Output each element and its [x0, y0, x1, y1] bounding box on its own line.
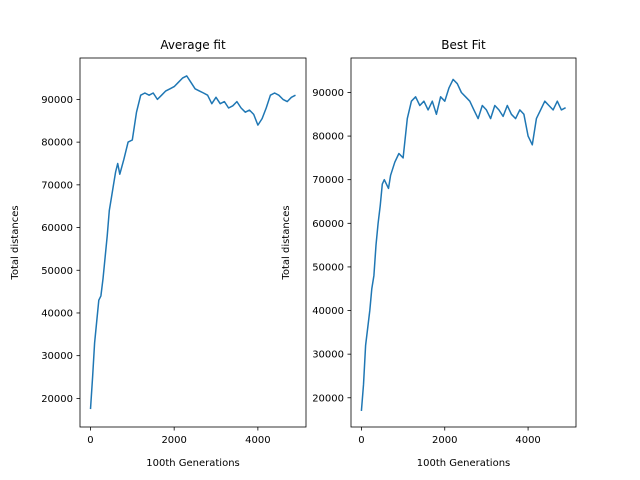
y-tick-label: 90000: [312, 88, 344, 99]
x-tick-label: 2000: [432, 435, 457, 446]
chart-panel-average-fit: 0 2000 4000 20000 30000 40000 50000 60000 70000 8…: [10, 38, 307, 469]
plot-frame: [79, 57, 307, 428]
x-tick-label: 0: [87, 435, 93, 446]
y-axis-label: Total distances: [10, 205, 21, 280]
series-line: [360, 78, 566, 411]
y-tick-label: 20000: [312, 393, 344, 404]
chart-title: Average fit: [160, 38, 226, 52]
x-tick-label: 2000: [161, 435, 186, 446]
chart-panel-best-fit: 0 2000 4000 20000 30000 40000 50000 60000 70000 8…: [281, 38, 577, 469]
y-tick-label: 60000: [312, 219, 344, 230]
x-axis-label: 100th Generations: [146, 458, 240, 469]
chart-title: Best Fit: [441, 38, 486, 52]
x-tick-label: 4000: [515, 435, 540, 446]
series-line: [89, 75, 296, 410]
x-axis-label: 100th Generations: [417, 458, 511, 469]
x-tick-label: 4000: [245, 435, 270, 446]
y-tick-label: 40000: [41, 308, 73, 319]
y-tick-label: 70000: [41, 180, 73, 191]
y-tick-label: 60000: [41, 223, 73, 234]
plot-frame: [350, 57, 577, 428]
y-tick-label: 30000: [41, 351, 73, 362]
y-tick-label: 90000: [41, 95, 73, 106]
y-axis-label: Total distances: [281, 205, 292, 280]
y-tick-label: 50000: [41, 266, 73, 277]
y-tick-label: 80000: [41, 138, 73, 149]
y-tick-label: 40000: [312, 306, 344, 317]
y-tick-label: 70000: [312, 175, 344, 186]
y-tick-label: 20000: [41, 394, 73, 405]
x-tick-label: 0: [358, 435, 364, 446]
y-tick-label: 80000: [312, 132, 344, 143]
y-tick-label: 50000: [312, 262, 344, 273]
y-tick-label: 30000: [312, 350, 344, 361]
